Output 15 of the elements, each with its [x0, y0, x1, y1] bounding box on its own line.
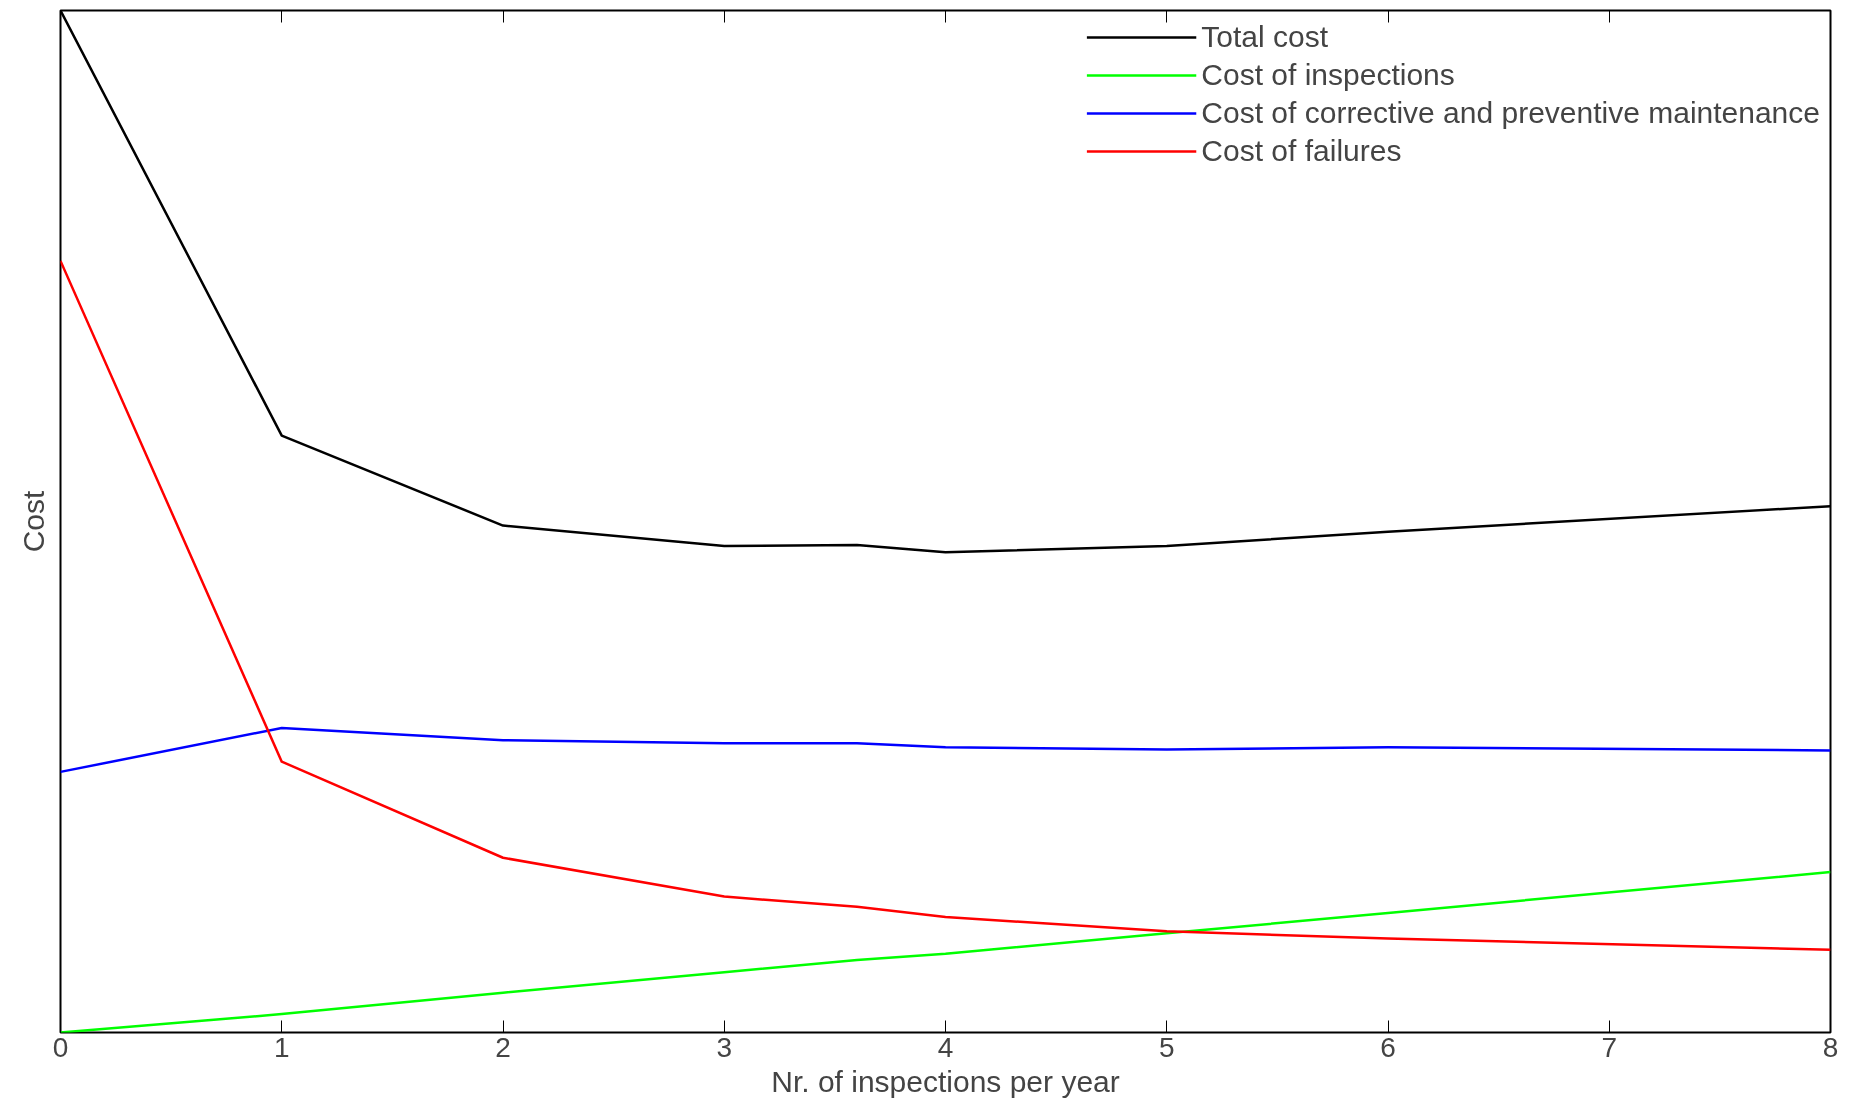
x-tick-label: 7 [1601, 1031, 1618, 1063]
x-tick-label: 5 [1158, 1031, 1175, 1063]
x-tick-label: 8 [1822, 1031, 1839, 1063]
legend-label: Cost of corrective and preventive maintenance [1201, 96, 1820, 130]
x-tick-label: 6 [1380, 1031, 1396, 1063]
x-tick-label: 2 [495, 1031, 511, 1063]
legend-label: Total cost [1201, 20, 1329, 54]
legend-label: Cost of failures [1201, 134, 1402, 168]
x-axis-title: Nr. of inspections per year [771, 1064, 1120, 1098]
x-tick-label: 1 [273, 1031, 290, 1063]
x-tick-label: 4 [937, 1031, 954, 1063]
x-tick-label: 3 [716, 1031, 733, 1063]
legend-label: Cost of inspections [1201, 58, 1455, 92]
y-axis-title: Cost [16, 489, 50, 553]
x-tick-label: 0 [52, 1031, 69, 1063]
